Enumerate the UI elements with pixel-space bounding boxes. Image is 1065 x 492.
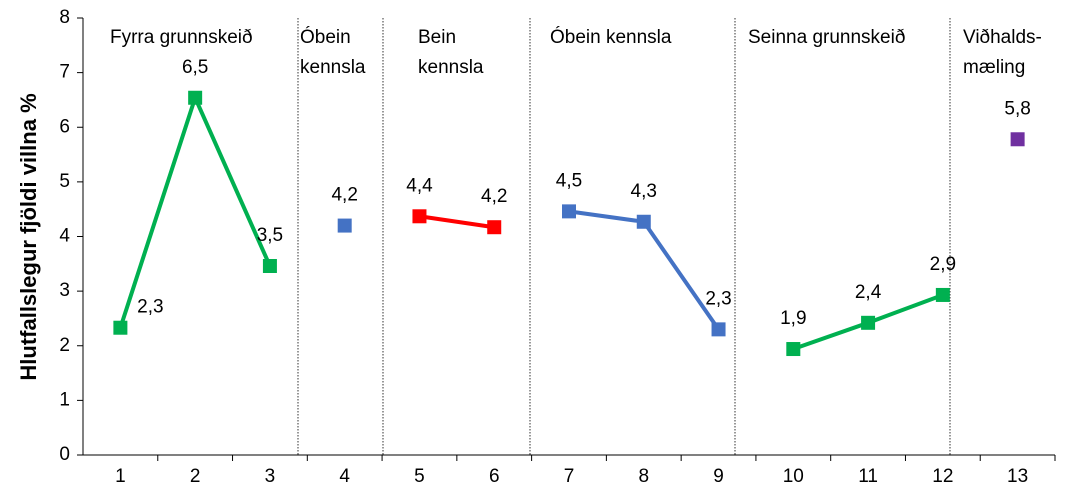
phase-label: Viðhalds-mæling: [963, 27, 1042, 78]
x-tick-label: 13: [1007, 466, 1028, 487]
x-tick-label: 3: [265, 466, 276, 487]
data-label: 2,4: [855, 282, 882, 303]
marker: [786, 342, 801, 357]
y-tick-label: 7: [59, 62, 70, 83]
x-tick-label: 9: [713, 466, 724, 487]
data-label: 4,3: [631, 181, 657, 202]
data-label: 4,4: [406, 175, 433, 196]
x-tick-label: 7: [564, 466, 575, 487]
data-label: 4,2: [331, 185, 357, 206]
y-axis-title: Hlutfallslegur fjöldi villna %: [16, 93, 41, 380]
series-line: [419, 214, 495, 230]
x-tick-label: 11: [858, 466, 878, 487]
marker: [412, 209, 427, 224]
phase-label: Bein kennsla: [418, 27, 484, 78]
data-label: 4,5: [556, 170, 582, 191]
series-line: [568, 209, 721, 331]
data-label: 4,2: [481, 186, 507, 207]
phase-label: Seinna grunnskeið: [748, 27, 905, 48]
marker: [337, 218, 352, 233]
x-tick-label: 6: [489, 466, 500, 487]
marker: [113, 320, 128, 335]
marker: [711, 322, 726, 337]
data-label: 1,9: [780, 308, 806, 329]
data-label: 2,9: [930, 254, 956, 275]
data-label: 2,3: [137, 297, 163, 318]
data-label: 2,3: [705, 288, 731, 309]
phase-label: Óbein kennsla: [300, 26, 366, 78]
y-tick-label: 1: [59, 389, 70, 410]
y-tick-label: 6: [59, 116, 70, 137]
marker: [935, 287, 950, 302]
y-tick-label: 2: [59, 335, 70, 356]
x-tick-label: 4: [339, 466, 350, 487]
phase-label: Fyrra grunnskeið: [110, 27, 253, 48]
series-line: [118, 95, 272, 329]
data-label: 5,8: [1004, 98, 1030, 119]
x-tick-label: 2: [190, 466, 201, 487]
marker: [861, 315, 876, 330]
marker: [562, 204, 576, 219]
x-tick-label: 1: [115, 466, 126, 487]
y-tick-label: 8: [59, 7, 70, 28]
x-tick-label: 5: [414, 466, 425, 487]
y-tick-label: 4: [59, 226, 70, 247]
marker: [262, 258, 277, 273]
y-tick-label: 5: [59, 171, 70, 192]
x-tick-label: 12: [932, 466, 953, 487]
x-tick-label: 8: [638, 466, 649, 487]
x-tick-label: 10: [783, 466, 804, 487]
y-tick-label: 0: [59, 444, 70, 465]
data-label: 3,5: [257, 225, 283, 246]
data-label: 6,5: [182, 57, 208, 78]
marker: [1010, 132, 1025, 147]
marker: [188, 90, 203, 105]
marker: [636, 214, 651, 229]
marker: [487, 220, 502, 235]
phase-label: Óbein kennsla: [550, 26, 672, 48]
y-tick-label: 3: [59, 280, 70, 301]
